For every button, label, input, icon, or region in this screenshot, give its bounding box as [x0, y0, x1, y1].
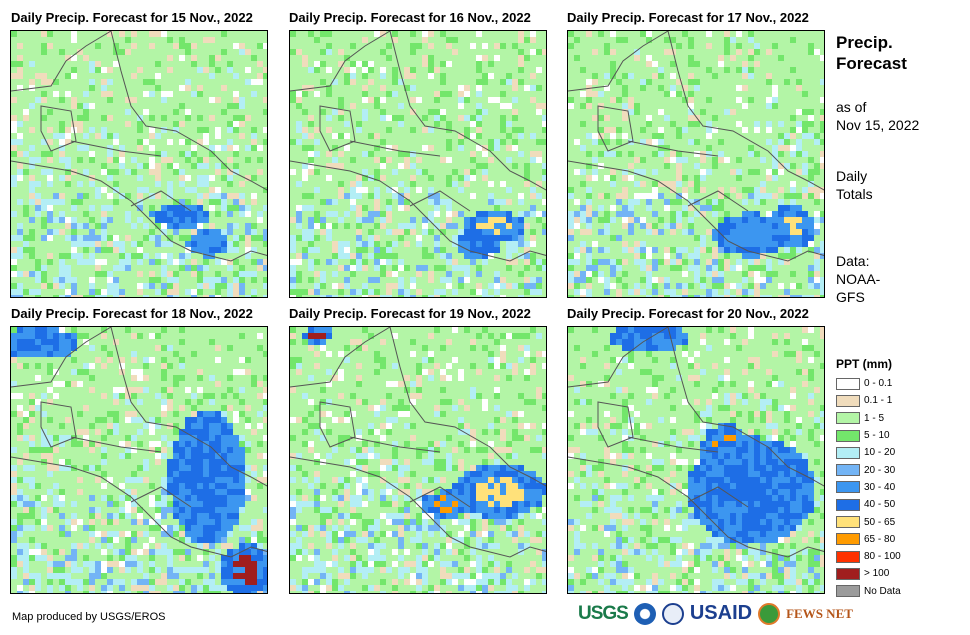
- daily-label: Daily: [836, 168, 868, 184]
- legend-swatch: [836, 464, 860, 477]
- precip-map: [290, 31, 546, 297]
- legend-item: 0 - 0.1: [836, 375, 901, 392]
- legend-label: 1 - 5: [864, 412, 885, 424]
- legend-item: No Data: [836, 583, 901, 600]
- panel-title-5: Daily Precip. Forecast for 19 Nov., 2022: [289, 306, 531, 321]
- legend-item: 10 - 20: [836, 444, 901, 461]
- fews-net-logo: FEWS NET: [786, 605, 853, 621]
- as-of-label: as of: [836, 99, 867, 115]
- data-source-line: NOAA-: [836, 271, 881, 287]
- as-of-value: Nov 15, 2022: [836, 117, 920, 133]
- legend-label: 0.1 - 1: [864, 395, 893, 407]
- legend-swatch: [836, 585, 860, 598]
- legend-label: 5 - 10: [864, 430, 890, 442]
- map-panel-6: [567, 326, 825, 594]
- noaa-logo: [633, 602, 656, 625]
- country-borders: [568, 327, 824, 558]
- legend-label: 10 - 20: [864, 447, 896, 459]
- side-title-line: Precip.: [836, 33, 893, 52]
- country-borders: [290, 31, 546, 262]
- legend-swatch: [836, 533, 860, 546]
- legend-item: 5 - 10: [836, 427, 901, 444]
- map-panel-4: [10, 326, 268, 594]
- usaid-seal: [661, 602, 684, 625]
- legend-item: 50 - 65: [836, 513, 901, 530]
- totals-label: Totals: [836, 186, 873, 202]
- legend-item: 30 - 40: [836, 479, 901, 496]
- legend-swatch: [836, 377, 860, 390]
- map-panel-2: [289, 30, 547, 298]
- legend-swatch: [836, 446, 860, 459]
- data-source-line: GFS: [836, 289, 865, 305]
- map-panel-5: [289, 326, 547, 594]
- side-title: Precip. Forecast: [836, 32, 907, 74]
- legend-swatch: [836, 516, 860, 529]
- legend: PPT (mm) 0 - 0.1 0.1 - 1 1 - 5 5 - 10 10 - 2…: [836, 357, 901, 600]
- logos: USGS USAID FEWS NET: [578, 602, 853, 625]
- legend-swatch: [836, 394, 860, 407]
- legend-label: > 100: [864, 568, 890, 580]
- legend-item: 40 - 50: [836, 496, 901, 513]
- legend-swatch: [836, 481, 860, 494]
- legend-label: 80 - 100: [864, 551, 901, 563]
- as-of-date: as of Nov 15, 2022: [836, 98, 919, 134]
- country-borders: [290, 327, 546, 558]
- panel-title-2: Daily Precip. Forecast for 16 Nov., 2022: [289, 10, 531, 25]
- legend-label: 0 - 0.1: [864, 378, 893, 390]
- panel-title-4: Daily Precip. Forecast for 18 Nov., 2022: [11, 306, 253, 321]
- daily-totals: Daily Totals: [836, 167, 873, 203]
- precip-map: [290, 327, 546, 593]
- data-label: Data:: [836, 253, 870, 269]
- data-source: Data: NOAA- GFS: [836, 252, 880, 306]
- legend-title: PPT (mm): [836, 357, 893, 371]
- legend-label: 40 - 50: [864, 499, 896, 511]
- legend-item: 0.1 - 1: [836, 392, 901, 409]
- legend-swatch: [836, 412, 860, 425]
- usaid-logo: USAID: [689, 602, 753, 624]
- legend-label: 30 - 40: [864, 481, 896, 493]
- legend-item: 80 - 100: [836, 548, 901, 565]
- usgs-logo: USGS: [578, 602, 629, 624]
- map-credit: Map produced by USGS/EROS: [12, 611, 166, 623]
- fews-globe-icon: [758, 602, 781, 625]
- panel-title-6: Daily Precip. Forecast for 20 Nov., 2022: [567, 306, 809, 321]
- side-title-line: Forecast: [836, 54, 907, 73]
- legend-item: 20 - 30: [836, 461, 901, 478]
- country-borders: [11, 31, 267, 262]
- legend-item: 65 - 80: [836, 531, 901, 548]
- precip-map: [11, 31, 267, 297]
- precip-map: [568, 327, 824, 593]
- legend-label: 20 - 30: [864, 464, 896, 476]
- panel-title-1: Daily Precip. Forecast for 15 Nov., 2022: [11, 10, 253, 25]
- precip-map: [11, 327, 267, 593]
- legend-item: > 100: [836, 565, 901, 582]
- legend-item: 1 - 5: [836, 410, 901, 427]
- legend-label: No Data: [864, 585, 901, 597]
- legend-swatch: [836, 550, 860, 563]
- map-panel-1: [10, 30, 268, 298]
- legend-swatch: [836, 567, 860, 580]
- legend-swatch: [836, 498, 860, 511]
- map-panel-3: [567, 30, 825, 298]
- legend-label: 65 - 80: [864, 533, 896, 545]
- country-borders: [568, 31, 824, 262]
- legend-swatch: [836, 429, 860, 442]
- country-borders: [11, 327, 267, 558]
- precip-map: [568, 31, 824, 297]
- panel-title-3: Daily Precip. Forecast for 17 Nov., 2022: [567, 10, 809, 25]
- legend-label: 50 - 65: [864, 516, 896, 528]
